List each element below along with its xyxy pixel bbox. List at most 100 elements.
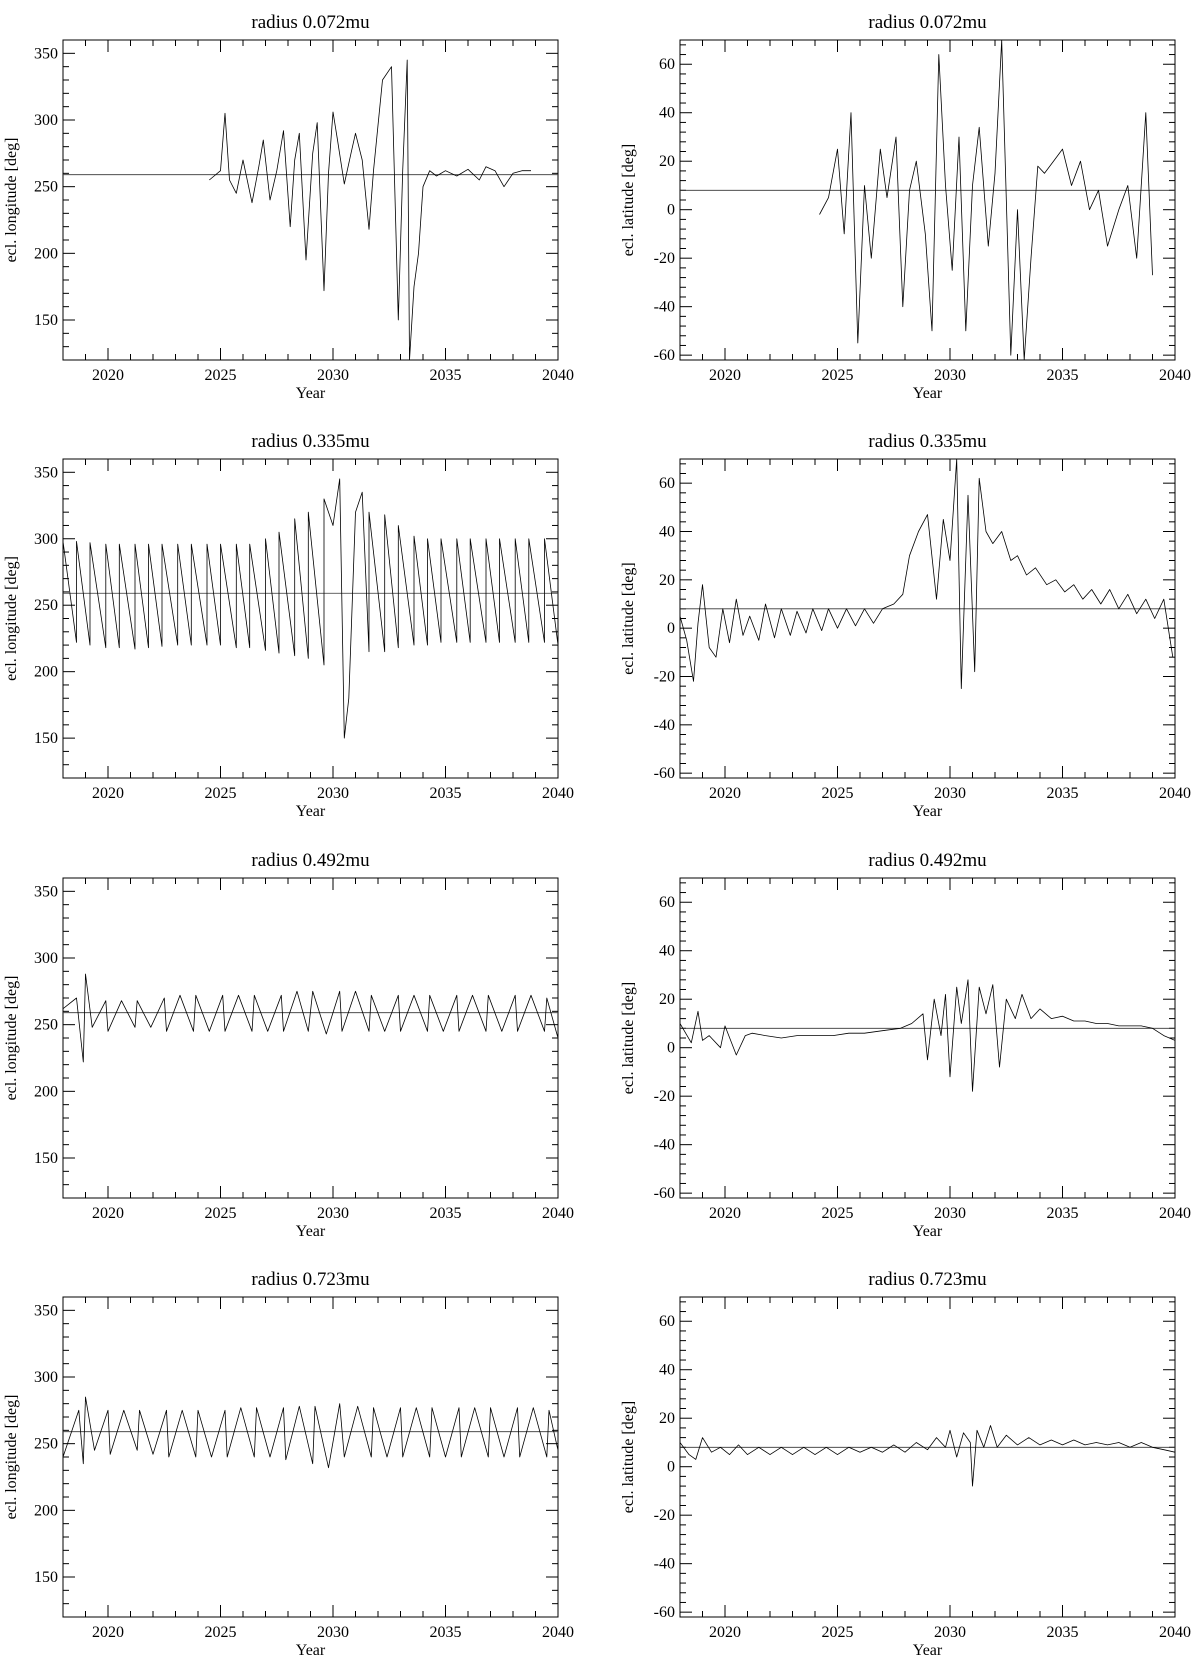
x-tick-label: 2025 [822, 785, 854, 802]
y-tick-label: 20 [659, 153, 675, 170]
x-tick-label: 2040 [1159, 1205, 1191, 1222]
series-line-latitude [680, 1425, 1175, 1487]
x-tick-label: 2035 [430, 367, 462, 384]
x-tick-label: 2030 [317, 1624, 349, 1641]
x-tick-label: 2035 [1047, 1624, 1079, 1641]
x-tick-label: 2025 [822, 1624, 854, 1641]
y-tick-label: 150 [34, 730, 58, 747]
y-tick-label: 20 [659, 991, 675, 1008]
x-tick-label: 2025 [205, 1624, 237, 1641]
panel-title: radius 0.072mu [251, 12, 370, 33]
x-tick-label: 2020 [92, 785, 124, 802]
y-tick-label: 0 [667, 202, 675, 219]
x-tick-label: 2030 [317, 785, 349, 802]
y-axis-label: ecl. longitude [deg] [3, 556, 20, 681]
y-tick-label: -60 [654, 1185, 675, 1202]
x-tick-label: 2035 [430, 1624, 462, 1641]
x-tick-label: 2020 [709, 785, 741, 802]
y-tick-label: -40 [654, 717, 675, 734]
y-tick-label: 350 [34, 45, 58, 62]
x-tick-label: 2025 [822, 1205, 854, 1222]
x-tick-label: 2020 [709, 1205, 741, 1222]
x-tick-label: 2025 [822, 367, 854, 384]
y-tick-label: 40 [659, 524, 675, 541]
x-axis-label: Year [913, 803, 943, 820]
x-tick-label: 2020 [92, 367, 124, 384]
panel-title: radius 0.723mu [868, 1269, 987, 1290]
plot-frame [679, 877, 1176, 1199]
plot-frame [679, 1296, 1176, 1618]
series-line-longitude [63, 1396, 558, 1469]
y-tick-label: -20 [654, 669, 675, 686]
y-tick-label: 60 [659, 475, 675, 492]
y-tick-label: 350 [34, 1302, 58, 1319]
y-tick-label: -20 [654, 1507, 675, 1524]
x-axis-label: Year [913, 385, 943, 402]
y-tick-label: 20 [659, 572, 675, 589]
series-line-longitude [63, 973, 558, 1063]
x-tick-label: 2035 [1047, 1205, 1079, 1222]
x-tick-label: 2020 [709, 367, 741, 384]
x-tick-label: 2040 [542, 1624, 574, 1641]
y-tick-label: 150 [34, 1569, 58, 1586]
x-tick-label: 2030 [934, 367, 966, 384]
x-tick-label: 2025 [205, 367, 237, 384]
x-tick-label: 2025 [205, 785, 237, 802]
y-tick-label: 200 [34, 1083, 58, 1100]
panel-3: radius 0.335mu 2020 2025 2030 2035 2040 150 200… [3, 431, 574, 820]
y-tick-label: 300 [34, 112, 58, 129]
x-axis-label: Year [296, 1223, 326, 1240]
y-axis-label: ecl. longitude [deg] [3, 138, 20, 263]
y-tick-label: 200 [34, 664, 58, 681]
plot-frame [679, 39, 1176, 361]
y-tick-label: 60 [659, 894, 675, 911]
y-axis-label: ecl. latitude [deg] [620, 562, 637, 674]
x-tick-label: 2020 [92, 1624, 124, 1641]
plot-frame [62, 877, 559, 1199]
x-tick-label: 2035 [1047, 367, 1079, 384]
y-tick-label: 250 [34, 1436, 58, 1453]
series-line-longitude [63, 478, 558, 739]
panel-title: radius 0.335mu [251, 431, 370, 452]
y-tick-label: -60 [654, 1604, 675, 1621]
panel-1: radius 0.072mu 2020 2025 2030 2035 2040 150 200… [3, 12, 574, 402]
y-tick-label: -40 [654, 1556, 675, 1573]
y-axis-label: ecl. latitude [deg] [620, 144, 637, 256]
series-line-latitude [819, 40, 1153, 360]
panel-title: radius 0.492mu [868, 850, 987, 871]
y-tick-label: 40 [659, 943, 675, 960]
y-tick-label: 300 [34, 1369, 58, 1386]
x-tick-label: 2020 [709, 1624, 741, 1641]
series-line-latitude [680, 459, 1174, 689]
y-tick-label: -60 [654, 347, 675, 364]
plot-frame [62, 458, 559, 779]
y-tick-label: 250 [34, 1017, 58, 1034]
y-tick-label: 20 [659, 1410, 675, 1427]
x-tick-label: 2030 [934, 1624, 966, 1641]
y-tick-label: 60 [659, 56, 675, 73]
y-tick-label: 0 [667, 1040, 675, 1057]
y-tick-label: 0 [667, 1459, 675, 1476]
y-tick-label: 250 [34, 597, 58, 614]
panel-7: radius 0.723mu 2020 2025 2030 2035 2040 150 200… [3, 1269, 574, 1659]
x-tick-label: 2030 [317, 1205, 349, 1222]
x-tick-label: 2030 [317, 367, 349, 384]
panel-title: radius 0.492mu [251, 850, 370, 871]
x-tick-label: 2035 [430, 1205, 462, 1222]
y-tick-label: 0 [667, 620, 675, 637]
y-tick-label: 250 [34, 179, 58, 196]
y-axis-label: ecl. longitude [deg] [3, 1395, 20, 1520]
x-tick-label: 2040 [1159, 367, 1191, 384]
x-tick-label: 2035 [1047, 785, 1079, 802]
panel-5: radius 0.492mu 2020 2025 2030 2035 2040 150 200… [3, 850, 574, 1240]
x-axis-label: Year [913, 1223, 943, 1240]
x-tick-label: 2040 [542, 367, 574, 384]
panel-title: radius 0.723mu [251, 1269, 370, 1290]
y-tick-label: 150 [34, 312, 58, 329]
y-tick-label: 300 [34, 950, 58, 967]
x-axis-label: Year [913, 1642, 943, 1659]
y-tick-label: -20 [654, 250, 675, 267]
